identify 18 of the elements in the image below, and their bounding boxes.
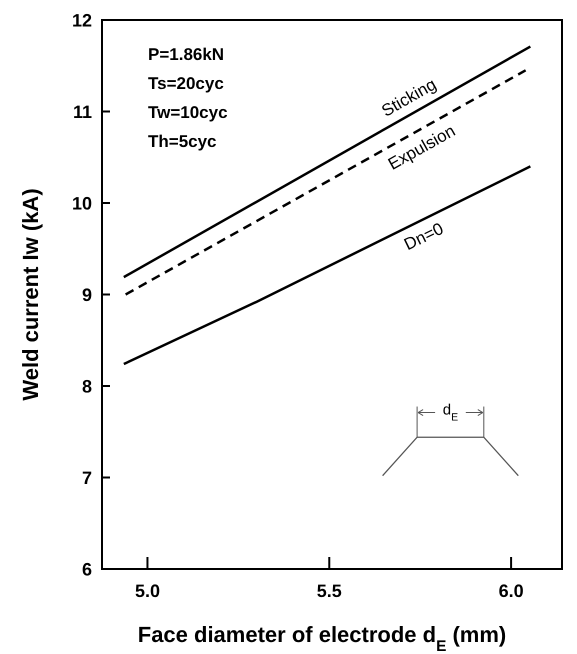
y-tick-label: 12 [72, 10, 92, 30]
y-axis-title: Weld current Iw (kA) [18, 188, 43, 401]
x-tick-label: 6.0 [498, 581, 524, 601]
y-tick-label: 7 [82, 468, 92, 488]
y-tick-label: 6 [82, 559, 92, 580]
y-tick-label: 9 [82, 284, 92, 305]
x-axis-title: Face diameter of electrode d$_{E}$ (mm) [138, 622, 506, 654]
annotation: Th=5cyc [148, 132, 217, 151]
annotation: Tw=10cyc [148, 103, 228, 122]
y-tick-label: 11 [72, 102, 92, 122]
x-tick-label: 5.0 [134, 581, 160, 601]
y-tick-label: 10 [72, 193, 92, 214]
y-tick-label: 8 [82, 376, 92, 396]
text: Dn=0 [401, 219, 446, 254]
annotation: P=1.86kN [148, 45, 224, 64]
annotation: d$_{E}$ [442, 402, 458, 424]
annotation: Ts=20cyc [148, 74, 224, 93]
x-tick-label: 5.5 [316, 581, 342, 601]
